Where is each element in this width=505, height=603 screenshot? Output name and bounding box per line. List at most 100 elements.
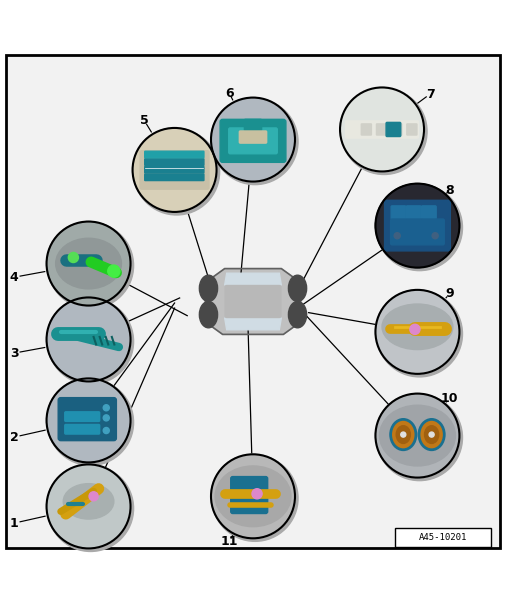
Ellipse shape (56, 238, 121, 289)
Ellipse shape (390, 420, 415, 449)
FancyBboxPatch shape (228, 128, 277, 154)
Circle shape (211, 98, 294, 182)
FancyBboxPatch shape (65, 412, 99, 421)
Circle shape (103, 405, 109, 411)
FancyBboxPatch shape (144, 159, 204, 165)
Circle shape (133, 129, 219, 215)
Ellipse shape (395, 426, 410, 443)
Polygon shape (224, 273, 281, 285)
Ellipse shape (381, 304, 452, 350)
Circle shape (46, 379, 130, 463)
FancyBboxPatch shape (244, 119, 261, 130)
Circle shape (46, 221, 130, 306)
FancyBboxPatch shape (394, 528, 490, 547)
FancyBboxPatch shape (384, 200, 449, 251)
Circle shape (376, 394, 462, 481)
Ellipse shape (379, 405, 454, 466)
Circle shape (46, 464, 130, 548)
FancyBboxPatch shape (140, 151, 209, 189)
Circle shape (103, 415, 109, 421)
FancyBboxPatch shape (391, 124, 401, 135)
Circle shape (89, 492, 98, 501)
FancyBboxPatch shape (376, 124, 386, 135)
Circle shape (375, 183, 459, 268)
Polygon shape (224, 318, 281, 330)
Circle shape (376, 185, 462, 271)
Ellipse shape (63, 484, 114, 519)
Circle shape (400, 432, 405, 437)
Circle shape (339, 87, 423, 171)
FancyBboxPatch shape (406, 124, 416, 135)
FancyBboxPatch shape (144, 151, 204, 158)
Text: 4: 4 (10, 271, 19, 284)
Circle shape (212, 455, 297, 541)
Text: 1: 1 (10, 517, 19, 529)
FancyBboxPatch shape (421, 206, 435, 219)
Circle shape (376, 291, 462, 377)
Ellipse shape (419, 420, 443, 449)
Circle shape (212, 99, 297, 185)
Text: 8: 8 (444, 184, 453, 197)
FancyBboxPatch shape (65, 425, 99, 434)
FancyBboxPatch shape (225, 285, 280, 318)
FancyBboxPatch shape (385, 122, 400, 136)
FancyBboxPatch shape (390, 219, 443, 245)
Text: 2: 2 (10, 431, 19, 444)
Circle shape (251, 488, 262, 499)
Text: 10: 10 (440, 392, 457, 405)
Circle shape (46, 297, 130, 382)
Circle shape (211, 454, 294, 538)
Text: 5: 5 (139, 114, 148, 127)
Circle shape (68, 253, 78, 262)
Circle shape (211, 98, 294, 182)
FancyBboxPatch shape (58, 397, 116, 441)
Circle shape (132, 128, 216, 212)
Circle shape (339, 87, 423, 171)
Ellipse shape (288, 275, 306, 302)
Circle shape (46, 297, 130, 382)
Circle shape (47, 223, 133, 309)
Circle shape (375, 394, 459, 478)
Circle shape (47, 298, 133, 385)
FancyBboxPatch shape (239, 131, 266, 143)
Text: 3: 3 (10, 347, 19, 359)
FancyBboxPatch shape (144, 174, 204, 180)
Circle shape (46, 464, 130, 548)
Circle shape (375, 290, 459, 374)
Text: 9: 9 (444, 288, 453, 300)
Circle shape (428, 432, 433, 437)
Ellipse shape (199, 275, 217, 302)
FancyBboxPatch shape (220, 119, 285, 162)
Circle shape (132, 128, 216, 212)
FancyBboxPatch shape (390, 206, 405, 219)
Circle shape (375, 183, 459, 268)
Text: 11: 11 (220, 535, 237, 548)
Circle shape (393, 233, 399, 239)
Circle shape (47, 379, 133, 466)
FancyBboxPatch shape (6, 55, 499, 548)
Circle shape (47, 466, 133, 552)
Text: 7: 7 (425, 87, 434, 101)
FancyBboxPatch shape (406, 206, 420, 219)
Circle shape (340, 89, 426, 174)
Ellipse shape (215, 466, 290, 526)
Circle shape (409, 324, 419, 335)
Circle shape (375, 290, 459, 374)
Ellipse shape (288, 302, 306, 328)
FancyBboxPatch shape (144, 166, 204, 173)
Circle shape (431, 233, 437, 239)
FancyBboxPatch shape (230, 476, 267, 514)
Text: A45-10201: A45-10201 (418, 533, 466, 542)
Polygon shape (204, 268, 301, 335)
Text: 6: 6 (224, 86, 233, 99)
Circle shape (375, 394, 459, 478)
Circle shape (108, 265, 120, 277)
Circle shape (46, 221, 130, 306)
FancyBboxPatch shape (361, 124, 371, 135)
Circle shape (211, 454, 294, 538)
Ellipse shape (199, 302, 217, 328)
Circle shape (46, 379, 130, 463)
Ellipse shape (424, 426, 438, 443)
FancyBboxPatch shape (345, 121, 418, 138)
Circle shape (103, 428, 109, 434)
